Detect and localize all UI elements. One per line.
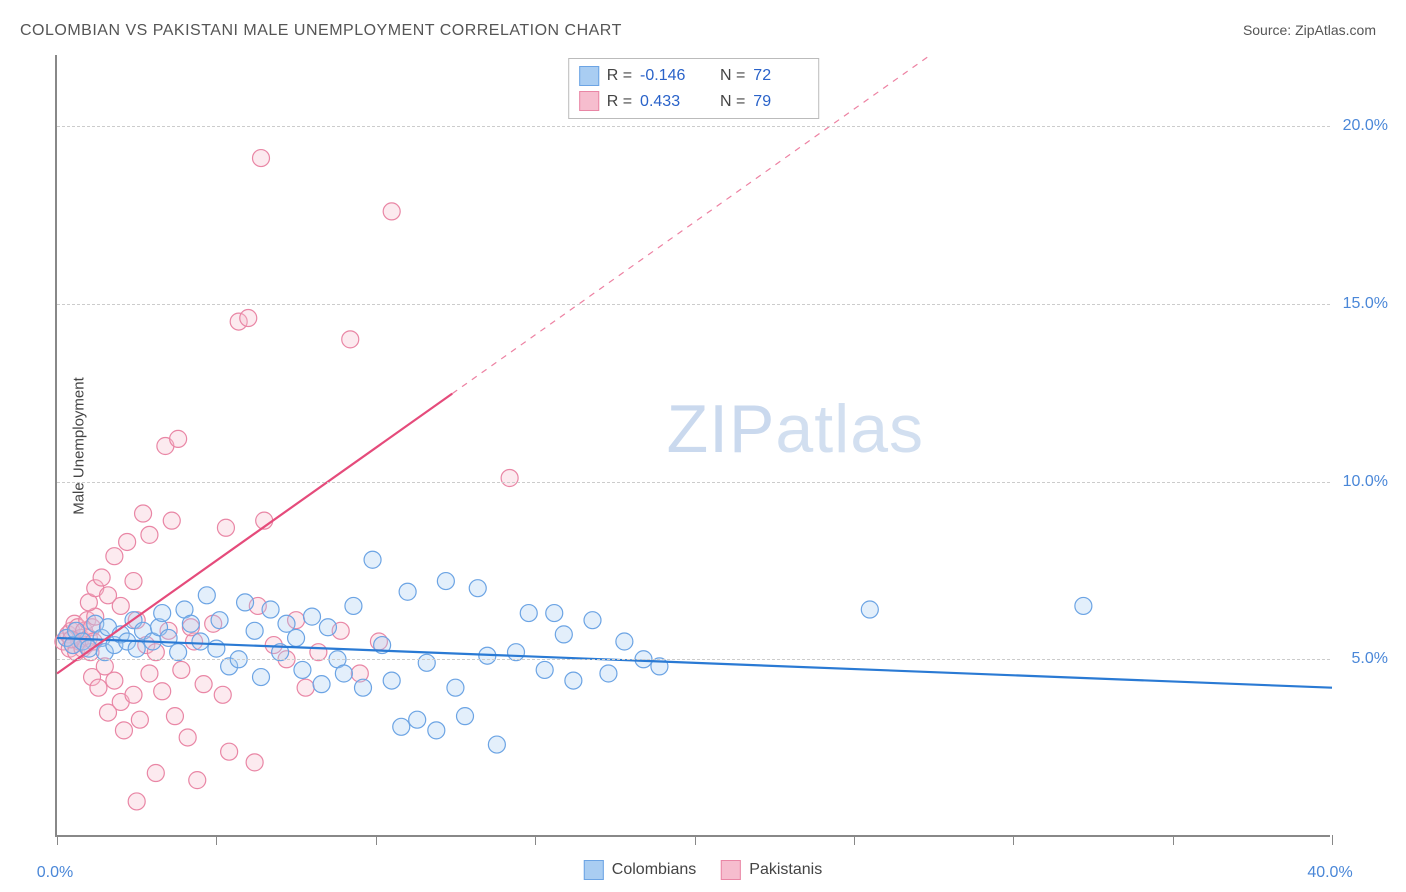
gridline [57,659,1330,660]
correlation-row: R = 0.433 N = 79 [579,89,809,115]
plot-region: ZIPatlas R =-0.146 N =72R =0.433 N =79 [55,55,1330,837]
legend-swatch [721,860,741,880]
x-tick [1013,835,1014,845]
x-tick [1332,835,1333,845]
legend-swatch [584,860,604,880]
gridline [57,126,1330,127]
legend-label: Pakistanis [749,861,822,879]
correlation-row: R = -0.146 N = 72 [579,63,809,89]
x-tick [1173,835,1174,845]
y-tick-label: 10.0% [1343,473,1388,491]
n-value: 72 [753,63,808,89]
r-value: 0.433 [640,89,695,115]
legend-swatch [579,91,599,111]
n-label: N = [720,89,745,115]
x-tick-label: 40.0% [1307,864,1352,882]
n-label: N = [720,63,745,89]
x-tick [57,835,58,845]
x-tick [216,835,217,845]
x-tick [854,835,855,845]
legend-item: Colombians [584,860,696,880]
legend-label: Colombians [612,861,696,879]
gridline [57,482,1330,483]
series-legend: Colombians Pakistanis [584,860,822,880]
gridline [57,304,1330,305]
plot-svg [57,55,1332,837]
x-tick [695,835,696,845]
chart-title: COLOMBIAN VS PAKISTANI MALE UNEMPLOYMENT… [20,22,622,40]
n-value: 79 [753,89,808,115]
r-label: R = [607,89,632,115]
x-tick [535,835,536,845]
correlation-legend: R = -0.146 N = 72 R = 0.433 N = 79 [568,58,820,119]
legend-swatch [579,66,599,86]
x-tick-label: 0.0% [37,864,73,882]
x-tick [376,835,377,845]
y-tick-label: 20.0% [1343,117,1388,135]
chart-area: ZIPatlas R =-0.146 N =72R =0.433 N =79 [55,55,1385,837]
y-tick-label: 15.0% [1343,295,1388,313]
y-tick-label: 5.0% [1352,650,1388,668]
source-label: Source: ZipAtlas.com [1243,22,1376,38]
r-value: -0.146 [640,63,695,89]
r-label: R = [607,63,632,89]
legend-item: Pakistanis [721,860,822,880]
